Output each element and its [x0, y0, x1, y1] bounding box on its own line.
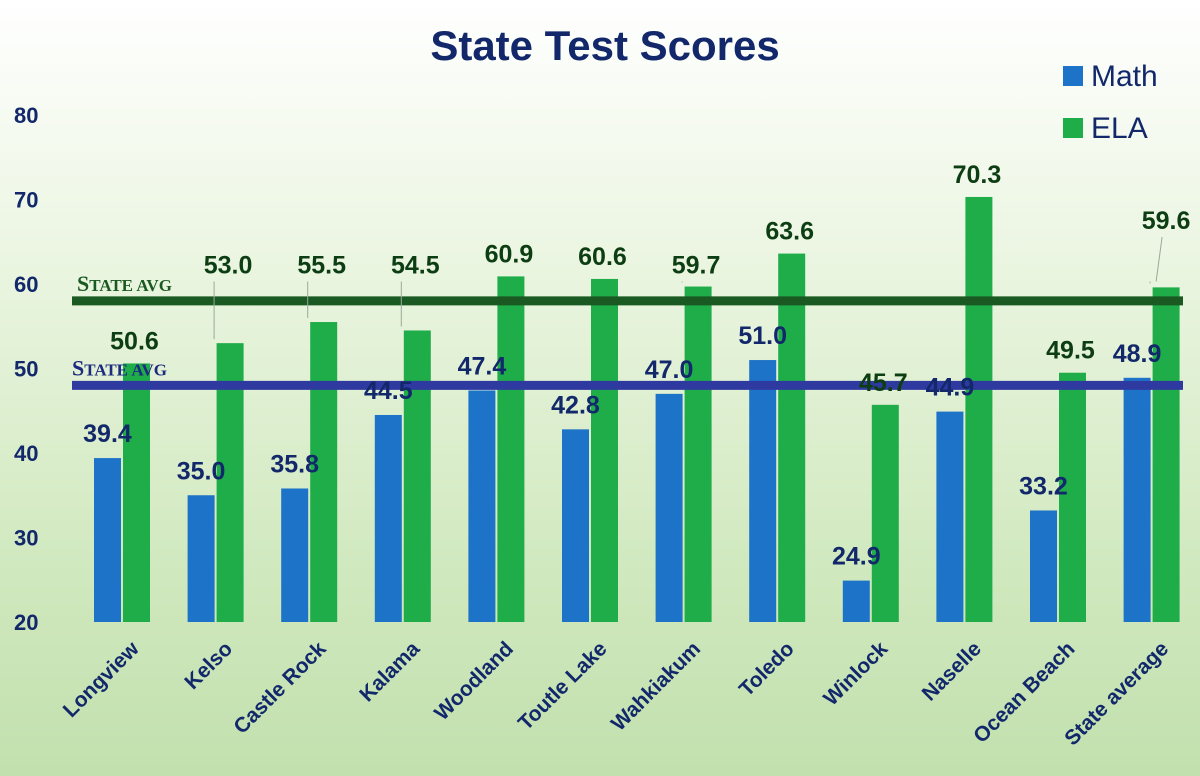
math-value-label: 47.4	[458, 352, 507, 380]
math-bar	[1123, 377, 1151, 622]
state-avg-label-initial: S	[77, 271, 89, 296]
math-bar	[749, 360, 777, 622]
ela-value-label: 45.7	[859, 369, 908, 397]
x-tick-label: Toledo	[735, 637, 799, 701]
math-bar	[281, 488, 309, 622]
math-bar	[468, 390, 496, 622]
bars	[94, 196, 1180, 622]
math-bar	[655, 393, 683, 622]
ela-value-label: 63.6	[765, 218, 814, 246]
ela-value-label: 70.3	[953, 161, 1002, 189]
ela-value-label: 55.5	[297, 252, 346, 280]
x-tick-label: Kalama	[355, 637, 424, 706]
math-bar	[1030, 510, 1057, 622]
ela-value-label: 59.6	[1142, 207, 1191, 235]
ela-bar	[684, 286, 712, 622]
y-tick-label: 60	[14, 272, 38, 297]
y-tick-label: 50	[14, 357, 38, 382]
math-value-label: 47.0	[645, 356, 694, 384]
y-tick-label: 30	[14, 526, 38, 551]
x-tick-label: Longview	[59, 637, 144, 722]
legend-label: ELA	[1091, 112, 1148, 145]
legend-swatch	[1063, 66, 1083, 86]
x-tick-label: Woodland	[430, 637, 518, 725]
math-value-label: 33.2	[1019, 472, 1068, 500]
x-tick-label: Castle Rock	[229, 637, 330, 738]
math-bar	[94, 458, 121, 622]
y-tick-label: 70	[14, 188, 38, 213]
math-value-label: 44.5	[364, 377, 413, 405]
y-tick-label: 40	[14, 441, 38, 466]
x-tick-label: Wahkiakum	[607, 637, 705, 735]
math-value-label: 51.0	[738, 322, 787, 350]
ela-bar	[497, 276, 525, 622]
ela-bar	[778, 253, 806, 622]
x-tick-label: Toutle Lake	[514, 637, 612, 735]
data-labels: 39.4 50.6 35.0 53.0 35.8 55.5 44.5 54.5 47.4 60.9…	[83, 161, 1190, 571]
ela-value-label: 54.5	[391, 252, 440, 280]
math-value-label: 24.9	[832, 543, 881, 571]
ela-value-label: 60.9	[485, 240, 534, 268]
chart-title: State Test Scores	[430, 22, 779, 69]
state-avg-label-initial: S	[72, 355, 84, 380]
math-bar	[374, 414, 402, 622]
ela-value-label: 50.6	[110, 327, 159, 355]
math-value-label: 44.9	[926, 374, 975, 402]
legend: Math ELA	[1063, 60, 1158, 145]
math-bar	[936, 411, 964, 622]
ela-value-label: 49.5	[1046, 337, 1095, 365]
ela-value-label: 59.7	[672, 252, 721, 280]
math-value-label: 35.8	[270, 450, 319, 478]
math-bar	[562, 429, 589, 622]
ela-label-leader	[1155, 237, 1163, 282]
ela-bar	[591, 278, 618, 622]
ela-bar	[403, 330, 431, 622]
y-tick-label: 20	[14, 610, 38, 635]
state-avg-label: STATE AVG	[77, 271, 172, 296]
math-value-label: 35.0	[177, 457, 226, 485]
ela-value-label: 60.6	[578, 243, 627, 271]
state-avg-label: STATE AVG	[72, 355, 167, 380]
math-value-label: 48.9	[1113, 340, 1162, 368]
math-value-label: 39.4	[83, 420, 132, 448]
state-avg-label-rest: TATE AVG	[89, 276, 172, 295]
legend-label: Math	[1091, 60, 1158, 93]
state-avg-label-rest: TATE AVG	[84, 360, 167, 379]
math-bar	[842, 580, 870, 622]
ela-bar	[965, 196, 993, 622]
math-value-label: 42.8	[551, 391, 600, 419]
ela-bar	[1152, 287, 1180, 622]
ela-bar	[871, 404, 899, 622]
y-tick-label: 80	[14, 103, 38, 128]
x-tick-label: Naselle	[918, 637, 986, 705]
x-tick-label: Kelso	[180, 637, 237, 694]
y-axis: 20 30 40 50 60 70 80	[14, 103, 38, 635]
ela-value-label: 53.0	[204, 252, 253, 280]
x-tick-label: Winlock	[819, 637, 892, 710]
ela-bar	[123, 363, 150, 622]
ela-bar	[310, 322, 338, 622]
ela-bar	[1059, 372, 1086, 622]
math-bar	[187, 495, 215, 622]
legend-swatch	[1063, 118, 1083, 138]
